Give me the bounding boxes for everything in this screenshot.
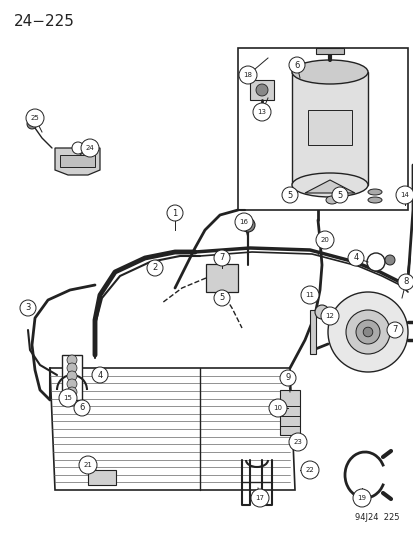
Circle shape [345,310,389,354]
Text: 94J24  225: 94J24 225 [355,513,399,522]
Text: 10: 10 [273,405,282,411]
Circle shape [214,250,230,266]
Text: 13: 13 [257,109,266,115]
Ellipse shape [291,173,367,197]
Polygon shape [55,148,100,175]
Circle shape [147,260,163,276]
Polygon shape [62,355,82,400]
Text: 14: 14 [400,192,408,198]
Text: 5: 5 [219,294,224,303]
Circle shape [268,399,286,417]
Circle shape [362,327,372,337]
Circle shape [347,250,363,266]
Text: 16: 16 [239,219,248,225]
Bar [307,110,351,145]
Circle shape [320,307,338,325]
Text: 6: 6 [294,61,299,69]
Bar [309,310,315,354]
Circle shape [327,292,407,372]
Circle shape [59,389,77,407]
Text: 3: 3 [25,303,31,312]
Text: 12: 12 [325,313,334,319]
Circle shape [250,489,268,507]
Text: 6: 6 [79,403,85,413]
Text: 8: 8 [402,278,408,287]
Text: 4: 4 [97,370,102,379]
Text: 24−225: 24−225 [14,14,75,29]
Text: 5: 5 [337,190,342,199]
Circle shape [67,387,77,397]
Text: 24: 24 [85,145,94,151]
Circle shape [67,371,77,381]
Circle shape [352,489,370,507]
Text: 2: 2 [152,263,157,272]
Text: 7: 7 [219,254,224,262]
Polygon shape [304,180,354,193]
Circle shape [395,186,413,204]
Text: 17: 17 [255,495,264,501]
Text: 1: 1 [172,208,177,217]
Circle shape [20,300,36,316]
Text: 25: 25 [31,115,39,121]
Circle shape [386,322,402,338]
Circle shape [79,456,97,474]
Text: 23: 23 [293,439,302,445]
Circle shape [288,433,306,451]
Circle shape [366,253,384,271]
Circle shape [252,103,271,121]
Circle shape [166,205,183,221]
Ellipse shape [367,197,381,203]
Circle shape [67,363,77,373]
Text: 11: 11 [305,292,314,298]
Polygon shape [50,368,294,490]
Circle shape [281,187,297,203]
Circle shape [238,66,256,84]
Circle shape [74,400,90,416]
Circle shape [240,218,254,232]
Circle shape [214,290,230,306]
Text: 20: 20 [320,237,329,243]
Circle shape [67,379,77,389]
Circle shape [384,255,394,265]
Text: 18: 18 [243,72,252,78]
Text: 9: 9 [285,374,290,383]
Circle shape [397,274,413,290]
Bar [60,155,95,167]
Circle shape [355,320,379,344]
Bar [315,48,343,54]
Ellipse shape [291,60,367,84]
Circle shape [81,139,99,157]
Bar [279,390,299,435]
Circle shape [331,187,347,203]
Circle shape [314,305,328,319]
Circle shape [279,370,295,386]
Circle shape [300,461,318,479]
Circle shape [27,119,37,129]
Text: 15: 15 [64,395,72,401]
Text: 5: 5 [287,190,292,199]
Bar [237,48,407,210]
Circle shape [72,142,84,154]
Bar [249,80,273,100]
Circle shape [26,109,44,127]
Text: 4: 4 [353,254,358,262]
Text: 7: 7 [392,326,397,335]
Text: 22: 22 [305,467,313,473]
Bar [291,72,367,185]
Circle shape [300,286,318,304]
Text: 19: 19 [357,495,366,501]
Circle shape [235,213,252,231]
Text: 21: 21 [83,462,92,468]
Circle shape [288,57,304,73]
Ellipse shape [367,189,381,195]
Bar [206,264,237,292]
Circle shape [92,367,108,383]
Circle shape [255,84,267,96]
Circle shape [67,355,77,365]
Ellipse shape [325,196,337,204]
Bar [88,470,116,485]
Circle shape [315,231,333,249]
